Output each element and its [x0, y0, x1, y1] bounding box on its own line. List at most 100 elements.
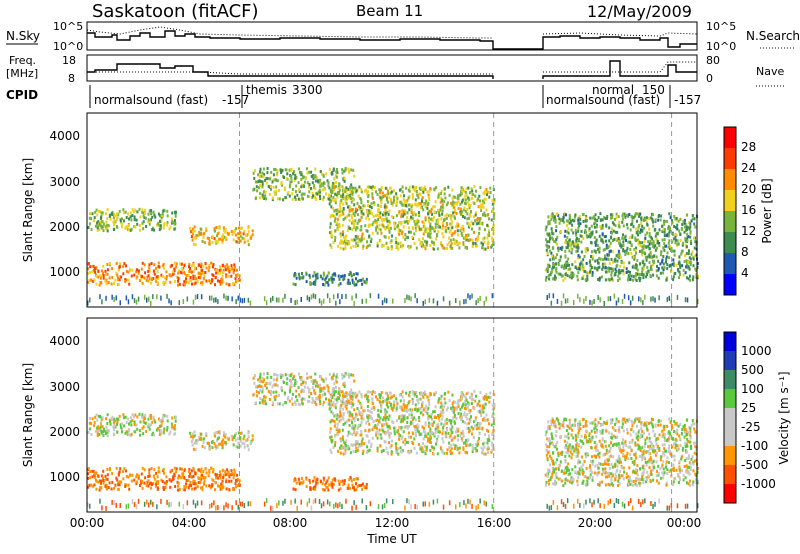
power-cell-r4 [355, 241, 358, 245]
velocity-cell-r4 [492, 422, 495, 426]
power-cell-r6 [597, 261, 600, 265]
velocity-cell-r1 [112, 425, 115, 429]
power-cell-r4 [486, 223, 489, 227]
velocity-cell-r4 [356, 449, 359, 453]
power-cell-r6 [552, 277, 555, 281]
power-cell-r4 [465, 237, 468, 241]
power-cell-r5 [316, 276, 319, 280]
power-cell-r0 [125, 269, 128, 273]
power-cell-r1 [106, 229, 109, 233]
velocity-cell-r1 [147, 417, 150, 421]
power-cell-r6 [639, 249, 641, 253]
power-cell-r6 [586, 274, 589, 278]
power-cell-nearrange [278, 297, 280, 303]
power-cell-r6 [605, 243, 608, 247]
velocity-cell-r2 [224, 433, 227, 436]
power-cell-r4 [411, 203, 414, 207]
power-cell-r6 [675, 263, 678, 267]
velocity-cell-r4 [366, 445, 369, 449]
power-cell-r4 [360, 187, 363, 191]
velocity-cell-r1 [168, 432, 171, 436]
velocity-cell-r1 [128, 422, 130, 426]
velocity-cell-r4 [383, 431, 386, 434]
velocity-cell-r4 [427, 406, 430, 410]
power-cell-r6 [594, 243, 597, 247]
power-cell-r0 [136, 275, 139, 279]
velocity-cell-r0 [197, 481, 200, 484]
velocity-cell-r0 [117, 487, 120, 491]
velocity-cell-r4 [412, 392, 415, 396]
power-cell-r6 [628, 270, 631, 274]
power-cell-r1 [134, 225, 137, 229]
power-cell-r0 [155, 275, 158, 279]
power-cell-r4 [377, 218, 380, 221]
power-cell-r6 [550, 270, 553, 274]
velocity-cell-r4 [477, 410, 480, 414]
power-cell-r0 [141, 281, 144, 285]
velocity-cell-r0 [225, 487, 228, 491]
velocity-cell-r0 [231, 472, 234, 476]
velocity-cell-r4 [469, 409, 472, 413]
power-cell-r1 [166, 223, 169, 227]
power-cell-nearrange [263, 296, 266, 302]
power-cell-nearrange [564, 298, 567, 304]
velocity-cell-r4 [441, 408, 444, 412]
power-cell-r0 [156, 281, 159, 285]
power-cell-r4 [414, 186, 417, 189]
power-cell-r3 [257, 180, 260, 183]
power-cell-r3 [320, 182, 323, 186]
power-cell-r6 [672, 275, 675, 279]
power-cell-r4 [479, 186, 482, 190]
velocity-cell-r4 [386, 397, 388, 401]
velocity-cell-r1 [129, 420, 132, 424]
power-cell-r4 [460, 231, 463, 235]
power-cell-r0 [148, 269, 151, 273]
power-cell-r0 [160, 273, 163, 277]
power-cell-r4 [339, 234, 342, 238]
velocity-cell-r4 [356, 426, 359, 430]
velocity-cell-r1 [127, 417, 130, 421]
power-cell-r3 [308, 190, 311, 194]
velocity-cell-r3 [328, 391, 331, 395]
power-cell-r4 [362, 244, 365, 248]
velocity-cell-r4 [462, 434, 465, 438]
power-cell-r4 [459, 212, 462, 216]
power-cell-r6 [566, 230, 569, 234]
power-cell-r4 [371, 197, 374, 200]
power-cell-r3 [276, 197, 279, 201]
velocity-cell-r4 [435, 416, 438, 419]
power-cell-nearrange [414, 293, 416, 299]
velocity-cell-r3 [332, 386, 335, 390]
power-cell-r4 [366, 210, 369, 214]
velocity-cell-r0 [236, 473, 238, 477]
power-cell-r6 [619, 264, 622, 268]
power-cell-r4 [360, 215, 363, 219]
power-cell-r0 [230, 274, 233, 278]
power-cell-r1 [98, 228, 101, 231]
velocity-cell-r2 [200, 436, 203, 440]
power-cell-r4 [375, 219, 378, 223]
velocity-cell-r3 [274, 398, 277, 402]
power-cell-r3 [306, 181, 309, 185]
velocity-cell-r4 [491, 407, 494, 411]
velocity-cell-r0 [116, 478, 119, 482]
power-cell-r4 [451, 246, 454, 250]
velocity-cell-r1 [156, 428, 158, 432]
power-cell-r3 [319, 170, 322, 174]
velocity-cell-r0 [118, 480, 121, 484]
power-cell-r6 [660, 214, 663, 218]
velocity-cell-r3 [288, 390, 291, 394]
velocity-cell-r0 [188, 467, 191, 471]
velocity-cell-r4 [448, 419, 451, 422]
power-cell-r4 [414, 226, 417, 230]
velocity-cell-r4 [456, 434, 459, 438]
power-cell-r4 [329, 231, 332, 235]
velocity-cell-r4 [475, 394, 477, 398]
power-cell-r1 [138, 224, 141, 228]
velocity-cell-r4 [368, 390, 371, 394]
velocity-cell-r4 [342, 452, 345, 456]
power-cell-nearrange [186, 296, 189, 302]
power-cell-r4 [348, 242, 351, 246]
velocity-cell-r1 [173, 424, 176, 427]
velocity-cell-r4 [400, 418, 403, 422]
